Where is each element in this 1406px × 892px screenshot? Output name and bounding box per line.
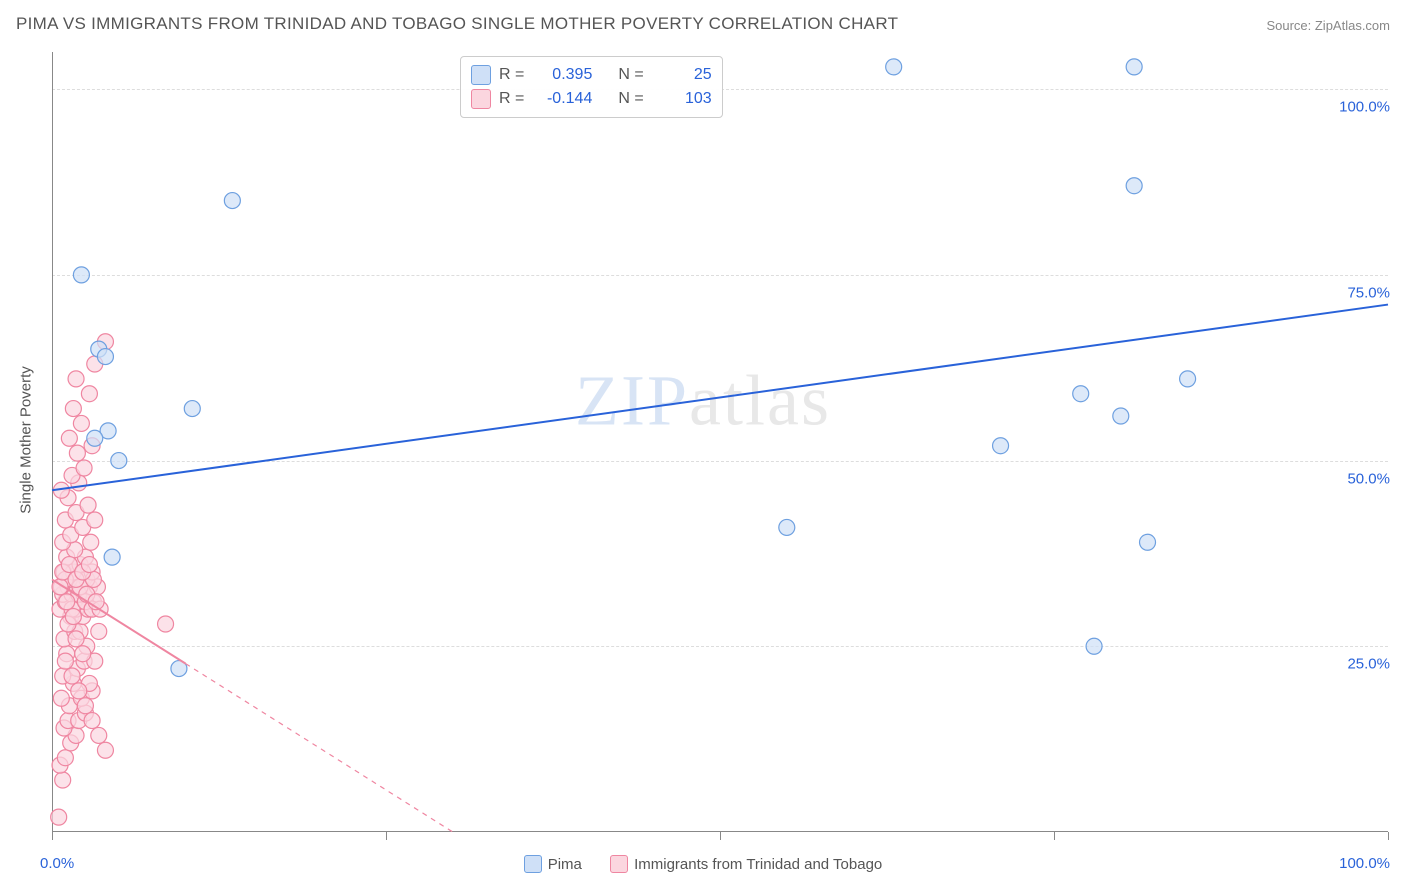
scatter-point-immigrants bbox=[91, 623, 107, 639]
chart-title: PIMA VS IMMIGRANTS FROM TRINIDAD AND TOB… bbox=[16, 14, 898, 34]
legend-item-pima: Pima bbox=[524, 856, 586, 873]
swatch-immigrants bbox=[471, 89, 491, 109]
trendline-pima bbox=[52, 305, 1388, 491]
scatter-plot bbox=[52, 52, 1388, 832]
scatter-point-immigrants bbox=[55, 772, 71, 788]
x-tick-min: 0.0% bbox=[40, 855, 74, 872]
scatter-point-pima bbox=[73, 267, 89, 283]
r-label: R = bbox=[499, 90, 524, 108]
correlation-legend: R = 0.395 N = 25 R = -0.144 N = 103 bbox=[460, 56, 723, 118]
scatter-point-immigrants bbox=[57, 750, 73, 766]
scatter-point-pima bbox=[111, 453, 127, 469]
swatch-immigrants bbox=[610, 855, 628, 873]
scatter-point-immigrants bbox=[81, 386, 97, 402]
scatter-point-immigrants bbox=[51, 809, 67, 825]
scatter-point-immigrants bbox=[57, 653, 73, 669]
scatter-point-immigrants bbox=[75, 646, 91, 662]
scatter-point-immigrants bbox=[80, 497, 96, 513]
scatter-point-immigrants bbox=[59, 594, 75, 610]
scatter-point-immigrants bbox=[68, 371, 84, 387]
scatter-point-immigrants bbox=[64, 668, 80, 684]
legend-item-immigrants: Immigrants from Trinidad and Tobago bbox=[610, 856, 882, 873]
legend-row-immigrants: R = -0.144 N = 103 bbox=[471, 87, 712, 111]
scatter-point-pima bbox=[1180, 371, 1196, 387]
scatter-point-immigrants bbox=[81, 557, 97, 573]
scatter-point-pima bbox=[1126, 178, 1142, 194]
x-tick-max: 100.0% bbox=[1339, 855, 1390, 872]
scatter-point-pima bbox=[1113, 408, 1129, 424]
x-tick-mark bbox=[720, 832, 721, 840]
scatter-point-immigrants bbox=[77, 698, 93, 714]
scatter-point-immigrants bbox=[61, 430, 77, 446]
scatter-point-immigrants bbox=[84, 713, 100, 729]
scatter-point-pima bbox=[1073, 386, 1089, 402]
n-label: N = bbox=[618, 66, 643, 84]
scatter-point-immigrants bbox=[87, 512, 103, 528]
y-axis-label: Single Mother Poverty bbox=[18, 366, 35, 514]
swatch-pima bbox=[524, 855, 542, 873]
scatter-point-immigrants bbox=[73, 415, 89, 431]
scatter-point-immigrants bbox=[65, 609, 81, 625]
x-tick-mark bbox=[1388, 832, 1389, 840]
series-legend: Pima Immigrants from Trinidad and Tobago bbox=[0, 855, 1406, 873]
r-label: R = bbox=[499, 66, 524, 84]
scatter-point-immigrants bbox=[76, 460, 92, 476]
scatter-point-immigrants bbox=[69, 445, 85, 461]
scatter-point-pima bbox=[97, 349, 113, 365]
scatter-point-pima bbox=[1126, 59, 1142, 75]
n-label: N = bbox=[618, 90, 643, 108]
scatter-point-pima bbox=[1140, 534, 1156, 550]
scatter-point-immigrants bbox=[53, 690, 69, 706]
n-value-pima: 25 bbox=[652, 66, 712, 84]
scatter-point-pima bbox=[104, 549, 120, 565]
scatter-point-immigrants bbox=[68, 631, 84, 647]
scatter-point-immigrants bbox=[65, 401, 81, 417]
scatter-point-pima bbox=[1086, 638, 1102, 654]
series-name-immigrants: Immigrants from Trinidad and Tobago bbox=[634, 856, 882, 873]
source-label: Source: bbox=[1266, 18, 1314, 33]
r-value-pima: 0.395 bbox=[532, 66, 592, 84]
scatter-point-pima bbox=[184, 401, 200, 417]
scatter-point-immigrants bbox=[91, 727, 107, 743]
x-tick-mark bbox=[52, 832, 53, 840]
scatter-point-pima bbox=[779, 519, 795, 535]
chart-container: PIMA VS IMMIGRANTS FROM TRINIDAD AND TOB… bbox=[0, 0, 1406, 892]
scatter-point-pima bbox=[224, 193, 240, 209]
source-name: ZipAtlas.com bbox=[1315, 18, 1390, 33]
scatter-point-immigrants bbox=[71, 683, 87, 699]
scatter-point-immigrants bbox=[97, 742, 113, 758]
x-tick-mark bbox=[1054, 832, 1055, 840]
r-value-immigrants: -0.144 bbox=[532, 90, 592, 108]
trendline-immigrants-dashed bbox=[186, 664, 453, 832]
scatter-point-pima bbox=[886, 59, 902, 75]
n-value-immigrants: 103 bbox=[652, 90, 712, 108]
scatter-point-immigrants bbox=[158, 616, 174, 632]
swatch-pima bbox=[471, 65, 491, 85]
series-name-pima: Pima bbox=[548, 856, 582, 873]
source-attribution: Source: ZipAtlas.com bbox=[1266, 18, 1390, 33]
scatter-point-immigrants bbox=[83, 534, 99, 550]
scatter-point-pima bbox=[87, 430, 103, 446]
x-tick-mark bbox=[386, 832, 387, 840]
legend-row-pima: R = 0.395 N = 25 bbox=[471, 63, 712, 87]
scatter-point-pima bbox=[993, 438, 1009, 454]
